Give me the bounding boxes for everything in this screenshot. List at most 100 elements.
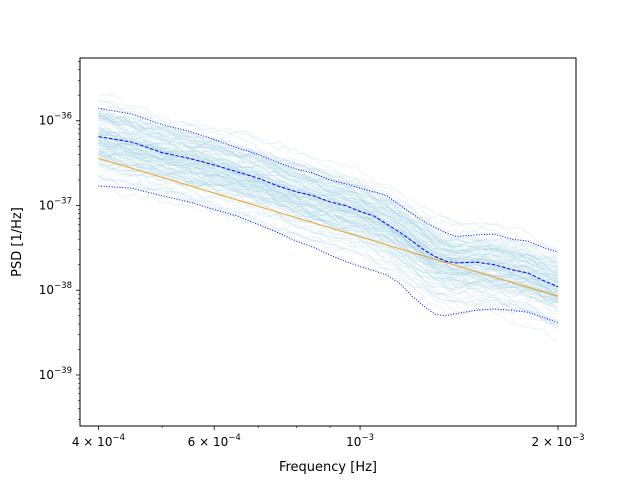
ensemble-line — [98, 152, 559, 298]
ensemble-line — [98, 149, 559, 288]
ensemble-line — [98, 139, 559, 293]
ensemble-line — [98, 152, 559, 301]
ensemble-line — [98, 152, 559, 308]
ensemble-line — [98, 136, 559, 282]
ensemble-line — [98, 164, 559, 330]
ensemble-line — [98, 176, 559, 326]
ensemble-line — [98, 93, 559, 250]
ensemble-line — [98, 142, 559, 304]
ensemble-line — [98, 149, 559, 308]
ensemble-line — [98, 162, 559, 327]
ensemble-line — [98, 99, 559, 264]
ensemble-line — [98, 111, 559, 251]
x-axis-label: Frequency [Hz] — [279, 460, 377, 475]
ensemble-line — [98, 152, 559, 296]
ensemble-line — [98, 116, 559, 277]
ensemble-line — [98, 142, 559, 293]
ensemble-line — [98, 128, 559, 291]
ensemble-line — [98, 115, 559, 275]
ensemble-line — [98, 127, 559, 283]
ensemble-line — [98, 119, 559, 272]
ensemble-line — [98, 128, 559, 283]
ensemble-line — [98, 130, 559, 288]
ensemble-line — [98, 135, 559, 279]
ensemble-line — [98, 140, 559, 289]
ensemble-line — [98, 114, 559, 274]
ensemble-line — [98, 174, 559, 329]
ensemble-line — [98, 140, 559, 300]
ensemble-lines — [98, 93, 559, 342]
model-line — [98, 157, 559, 297]
ensemble-line — [98, 130, 559, 289]
ensemble-line — [98, 112, 559, 261]
x-tick-label: 10−3 — [346, 433, 374, 449]
ensemble-line — [98, 175, 559, 327]
ensemble-line — [98, 139, 559, 272]
ensemble-line — [98, 154, 559, 303]
ensemble-line — [98, 137, 559, 289]
ensemble-line — [98, 178, 559, 321]
ensemble-line — [98, 126, 559, 271]
median-line — [98, 136, 559, 288]
ensemble-line — [98, 154, 559, 287]
ensemble-line — [98, 141, 559, 287]
ensemble-line — [98, 152, 559, 315]
y-tick-label: 10−39 — [39, 366, 72, 382]
ensemble-line — [98, 134, 559, 284]
ensemble-line — [98, 155, 559, 312]
ensemble-line — [98, 115, 559, 260]
ensemble-line — [98, 117, 559, 259]
ensemble-line — [98, 142, 559, 298]
ensemble-line — [98, 177, 559, 342]
ensemble-line — [98, 185, 559, 324]
ensemble-line — [98, 119, 559, 264]
ensemble-line — [98, 116, 559, 279]
y-tick-label: 10−36 — [39, 112, 72, 128]
ensemble-line — [98, 133, 559, 297]
percentile-band-line — [98, 185, 559, 324]
x-tick-label: 2 × 10−3 — [531, 433, 584, 449]
ensemble-line — [98, 113, 559, 275]
ensemble-line — [98, 112, 559, 270]
ensemble-line — [98, 112, 559, 264]
ensemble-line — [98, 156, 559, 321]
ensemble-line — [98, 113, 559, 263]
x-tick-label: 6 × 10−4 — [188, 433, 241, 449]
ensemble-line — [98, 118, 559, 268]
ensemble-line — [98, 152, 559, 322]
ensemble-line — [98, 113, 559, 258]
ensemble-line — [98, 106, 559, 273]
y-tick-label: 10−37 — [39, 196, 72, 212]
ensemble-line — [98, 135, 559, 278]
ensemble-line — [98, 154, 559, 297]
ensemble-line — [98, 123, 559, 293]
ensemble-line — [98, 131, 559, 290]
ensemble-line — [98, 142, 559, 289]
ensemble-line — [98, 124, 559, 268]
ensemble-line — [98, 140, 559, 289]
ensemble-line — [98, 158, 559, 304]
y-axis-ticks: 10−36 10−37 10−38 10−39 — [39, 61, 80, 420]
ensemble-line — [98, 129, 559, 278]
ensemble-line — [98, 115, 559, 268]
ensemble-line — [98, 147, 559, 297]
series-lines — [98, 107, 559, 324]
ensemble-line — [98, 147, 559, 294]
ensemble-line — [98, 160, 559, 302]
ensemble-line — [98, 149, 559, 300]
ensemble-line — [98, 150, 559, 300]
ensemble-line — [98, 119, 559, 282]
ensemble-line — [98, 119, 559, 281]
ensemble-line — [98, 133, 559, 300]
ensemble-line — [98, 149, 559, 300]
ensemble-line — [98, 127, 559, 276]
ensemble-line — [98, 142, 559, 299]
ensemble-line — [98, 134, 559, 284]
ensemble-line — [98, 108, 559, 271]
ensemble-line — [98, 146, 559, 303]
ensemble-line — [98, 115, 559, 293]
ensemble-line — [98, 161, 559, 302]
ensemble-line — [98, 152, 559, 313]
ensemble-line — [98, 164, 559, 303]
